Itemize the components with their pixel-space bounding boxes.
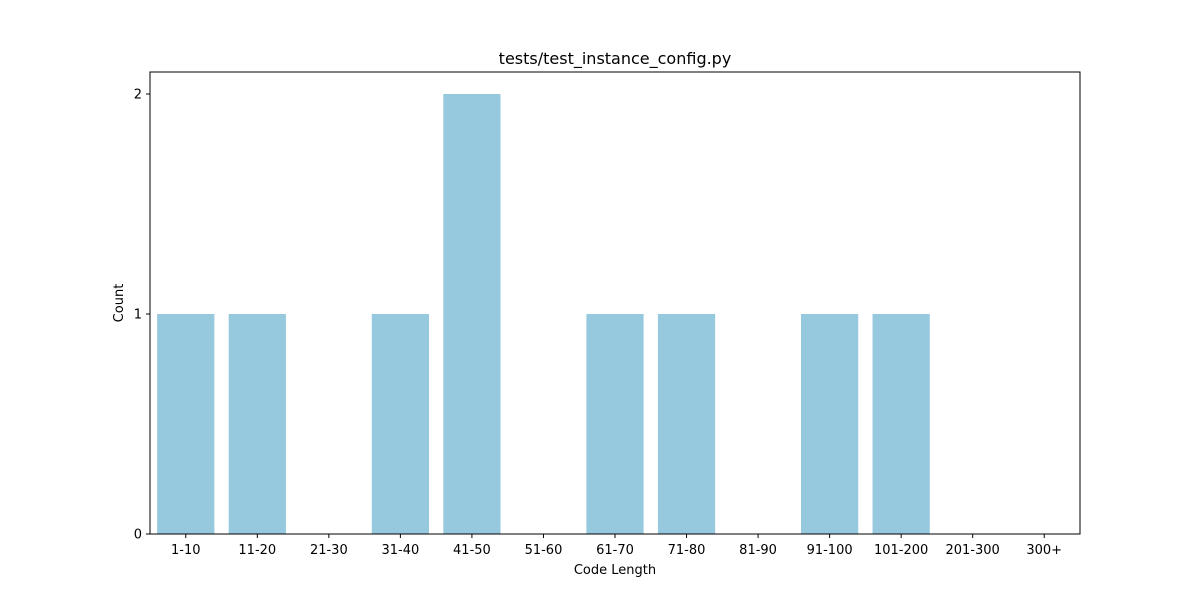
y-axis-label: Count bbox=[112, 284, 127, 323]
y-tick-label: 0 bbox=[134, 528, 142, 543]
x-tick-label: 81-90 bbox=[739, 543, 777, 558]
y-ticks-group: 0 1 2 bbox=[134, 88, 150, 543]
bar-71-80 bbox=[657, 314, 716, 534]
y-tick-label: 1 bbox=[134, 308, 142, 323]
x-ticks-group: 1-10 11-20 21-30 31-40 41-50 51-60 61-70 71-80 8… bbox=[171, 534, 1062, 558]
x-tick-label: 11-20 bbox=[238, 543, 276, 558]
y-tick-label: 2 bbox=[134, 88, 142, 103]
x-tick-label: 91-100 bbox=[807, 543, 853, 558]
bar-31-40 bbox=[371, 314, 429, 534]
bar-1-10 bbox=[157, 314, 215, 534]
x-tick-label: 31-40 bbox=[381, 543, 419, 558]
x-axis-label: Code Length bbox=[574, 563, 656, 578]
bar-61-70 bbox=[586, 314, 644, 534]
x-tick-label: 71-80 bbox=[668, 543, 706, 558]
bars-group bbox=[157, 94, 930, 534]
bar-41-50 bbox=[443, 94, 501, 534]
x-tick-label: 101-200 bbox=[874, 543, 928, 558]
x-tick-label: 21-30 bbox=[310, 543, 348, 558]
bar-101-200 bbox=[872, 314, 930, 534]
x-tick-label: 1-10 bbox=[171, 543, 201, 558]
x-tick-label: 201-300 bbox=[946, 543, 1000, 558]
bar-91-100 bbox=[801, 314, 859, 534]
bar-11-20 bbox=[228, 314, 286, 534]
x-tick-label: 51-60 bbox=[525, 543, 563, 558]
x-tick-label: 61-70 bbox=[596, 543, 634, 558]
chart-title: tests/test_instance_config.py bbox=[499, 49, 732, 69]
x-tick-label: 41-50 bbox=[453, 543, 491, 558]
x-tick-label: 300+ bbox=[1026, 543, 1062, 558]
